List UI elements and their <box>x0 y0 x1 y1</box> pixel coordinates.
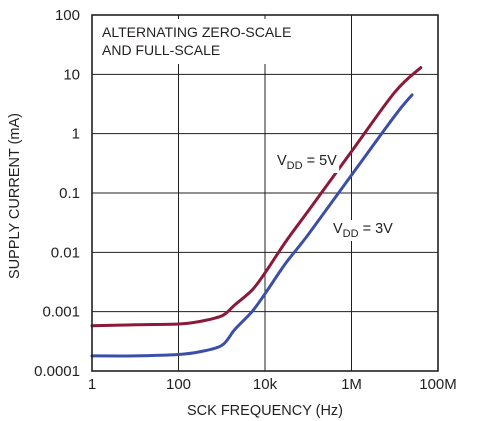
x-axis-title: SCK FREQUENCY (Hz) <box>187 403 343 419</box>
series-label-5v-suffix: = 5V <box>303 153 338 169</box>
annotation-line-2: AND FULL-SCALE <box>102 42 220 58</box>
series-label-5v: VDD = 5V <box>277 153 337 172</box>
series-label-3v-suffix: = 3V <box>359 221 394 237</box>
x-tick-labels: 1 100 10k 1M 100M <box>88 376 457 393</box>
series-label-3v-sub: DD <box>343 228 359 240</box>
series-label-3v: VDD = 3V <box>333 221 393 240</box>
y-tick-label: 0.001 <box>42 304 80 321</box>
series-label-3v-prefix: V <box>333 221 343 237</box>
annotation-box: ALTERNATING ZERO-SCALE AND FULL-SCALE <box>94 19 304 64</box>
y-tick-label: 0.01 <box>51 244 80 261</box>
x-tick-label: 100M <box>419 376 457 393</box>
y-axis-title: SUPPLY CURRENT (mA) <box>7 113 23 279</box>
grid-lines <box>91 14 439 372</box>
series-line-5v <box>90 66 423 328</box>
series-label-5v-sub: DD <box>287 160 303 172</box>
series-line-3v <box>90 93 414 358</box>
x-tick-label: 100 <box>166 376 191 393</box>
y-tick-label: 1 <box>72 126 80 143</box>
x-tick-label: 1 <box>88 376 96 393</box>
x-tick-label: 1M <box>341 376 362 393</box>
y-tick-labels: 100 10 1 0.1 0.01 0.001 0.0001 <box>34 7 80 380</box>
y-tick-label: 100 <box>55 7 80 24</box>
plot-frame <box>91 14 439 372</box>
y-tick-label: 10 <box>63 66 80 83</box>
label-3v-halo <box>331 220 396 241</box>
annotation-line-1: ALTERNATING ZERO-SCALE <box>102 24 291 40</box>
series-label-5v-prefix: V <box>277 153 287 169</box>
y-tick-label: 0.0001 <box>34 363 80 380</box>
x-tick-label: 10k <box>253 376 278 393</box>
label-5v-halo <box>275 152 340 173</box>
series-lines <box>90 66 423 358</box>
y-tick-label: 0.1 <box>59 185 80 202</box>
